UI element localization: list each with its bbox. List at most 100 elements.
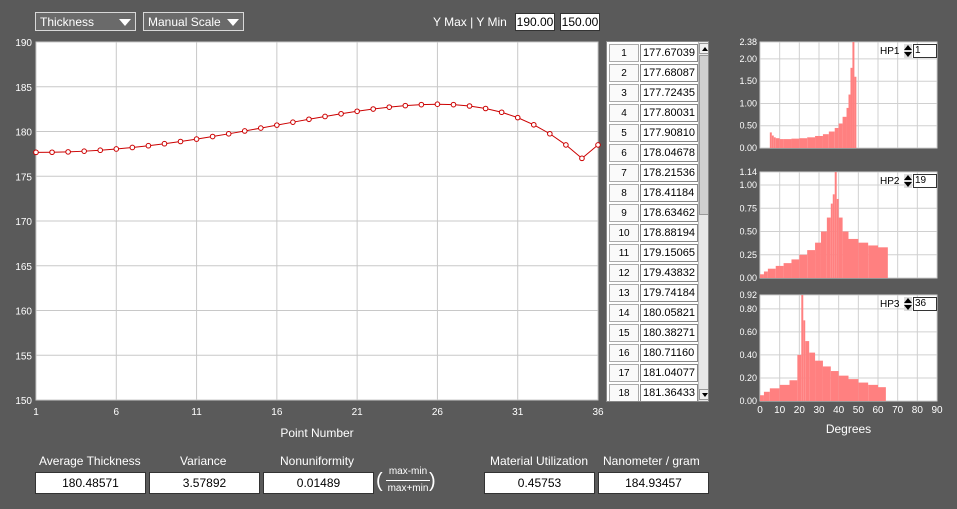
- variance-label: Variance: [180, 454, 227, 468]
- scroll-thumb[interactable]: [699, 55, 708, 215]
- average-thickness-label: Average Thickness: [39, 454, 141, 468]
- hp2-value[interactable]: 19: [913, 174, 937, 188]
- data-point: [193, 136, 200, 142]
- ymax-ymin-label: Y Max | Y Min: [433, 15, 507, 29]
- row-index: 14: [609, 304, 639, 322]
- table-row[interactable]: 11 179.15065: [607, 243, 698, 263]
- table-row[interactable]: 1 177.67039: [607, 43, 698, 63]
- table-row[interactable]: 9 178.63462: [607, 203, 698, 223]
- material-utilization-value: 0.45753: [484, 472, 595, 494]
- data-point: [113, 146, 120, 152]
- row-value[interactable]: 178.04678: [640, 144, 698, 162]
- table-scrollbar[interactable]: [698, 42, 708, 401]
- histogram-bar: [868, 384, 878, 401]
- x-tick-label: 40: [833, 405, 845, 416]
- chevron-down-icon: [119, 19, 131, 26]
- row-index: 1: [609, 44, 639, 62]
- row-index: 17: [609, 364, 639, 382]
- scroll-up-button[interactable]: [699, 43, 708, 54]
- row-value[interactable]: 180.71160: [640, 344, 698, 362]
- table-row[interactable]: 17 181.04077: [607, 363, 698, 383]
- row-value[interactable]: 180.05821: [640, 304, 698, 322]
- scale-mode-dropdown-label: Manual Scale: [148, 15, 221, 29]
- scale-mode-dropdown[interactable]: Manual Scale: [143, 12, 244, 31]
- histogram-bar: [830, 203, 833, 278]
- x-axis-label: Point Number: [280, 426, 353, 440]
- row-value[interactable]: 179.15065: [640, 244, 698, 262]
- row-index: 4: [609, 104, 639, 122]
- hp1-value[interactable]: 1: [913, 44, 937, 58]
- table-row[interactable]: 16 180.71160: [607, 343, 698, 363]
- row-value[interactable]: 178.41184: [640, 184, 698, 202]
- row-index: 8: [609, 184, 639, 202]
- x-tick-label: 0: [757, 405, 763, 416]
- table-row[interactable]: 7 178.21536: [607, 163, 698, 183]
- table-row[interactable]: 13 179.74184: [607, 283, 698, 303]
- hp2-label: HP2: [880, 176, 900, 187]
- row-value[interactable]: 178.88194: [640, 224, 698, 242]
- histogram-bar: [760, 274, 764, 278]
- row-value[interactable]: 177.80031: [640, 104, 698, 122]
- nonuniformity-value: 0.01489: [263, 472, 374, 494]
- table-row[interactable]: 15 180.38271: [607, 323, 698, 343]
- y-tick-label: 180: [15, 128, 32, 139]
- row-value[interactable]: 181.36433: [640, 384, 698, 401]
- row-value[interactable]: 177.67039: [640, 44, 698, 62]
- spinner-icon[interactable]: [904, 174, 912, 188]
- y-tick-label: 165: [15, 262, 32, 273]
- row-value[interactable]: 179.43832: [640, 264, 698, 282]
- data-point: [418, 101, 425, 108]
- formula-numerator: max-min: [388, 466, 428, 477]
- x-tick-label: 21: [352, 407, 364, 418]
- table-row[interactable]: 3 177.72435: [607, 83, 698, 103]
- table-row[interactable]: 18 181.36433: [607, 383, 698, 401]
- measure-dropdown[interactable]: Thickness: [35, 12, 136, 31]
- histogram-bar: [807, 137, 816, 148]
- histogram-bar: [791, 259, 800, 278]
- histogram-bar: [828, 131, 835, 148]
- histogram-bar: [815, 242, 821, 278]
- table-row[interactable]: 8 178.41184: [607, 183, 698, 203]
- formula-denominator: max+min: [387, 483, 429, 494]
- spinner-icon[interactable]: [904, 297, 912, 311]
- table-row[interactable]: 14 180.05821: [607, 303, 698, 323]
- row-value[interactable]: 177.68087: [640, 64, 698, 82]
- histogram-bar: [799, 138, 808, 148]
- table-row[interactable]: 4 177.80031: [607, 103, 698, 123]
- histogram-bar: [783, 139, 792, 148]
- row-value[interactable]: 178.21536: [640, 164, 698, 182]
- x-tick-label: 6: [114, 407, 120, 418]
- data-point: [290, 119, 296, 125]
- ymax-input[interactable]: 190.00: [515, 13, 555, 31]
- row-value[interactable]: 181.04077: [640, 364, 698, 382]
- histogram-bar: [805, 341, 810, 401]
- data-point: [322, 113, 328, 120]
- histogram-bar: [775, 265, 784, 278]
- row-index: 18: [609, 384, 639, 401]
- table-row[interactable]: 12 179.43832: [607, 263, 698, 283]
- histogram-bar: [767, 268, 776, 278]
- spinner-icon[interactable]: [904, 44, 912, 58]
- hp3-value[interactable]: 36: [913, 297, 937, 311]
- histogram-bar: [848, 238, 859, 278]
- row-value[interactable]: 180.38271: [640, 324, 698, 342]
- x-tick-label: 70: [892, 405, 904, 416]
- data-point: [386, 104, 393, 110]
- row-value[interactable]: 177.90810: [640, 124, 698, 142]
- y-tick-label: 2.00: [740, 54, 757, 64]
- data-point: [97, 147, 104, 154]
- scroll-down-button[interactable]: [699, 389, 708, 400]
- histogram-bar: [801, 295, 804, 401]
- row-index: 5: [609, 124, 639, 142]
- row-value[interactable]: 177.72435: [640, 84, 698, 102]
- row-value[interactable]: 179.74184: [640, 284, 698, 302]
- table-row[interactable]: 2 177.68087: [607, 63, 698, 83]
- table-row[interactable]: 10 178.88194: [607, 223, 698, 243]
- data-point: [225, 131, 232, 137]
- table-row[interactable]: 6 178.04678: [607, 143, 698, 163]
- row-index: 13: [609, 284, 639, 302]
- ymin-input[interactable]: 150.00: [560, 13, 600, 31]
- row-value[interactable]: 178.63462: [640, 204, 698, 222]
- table-row[interactable]: 5 177.90810: [607, 123, 698, 143]
